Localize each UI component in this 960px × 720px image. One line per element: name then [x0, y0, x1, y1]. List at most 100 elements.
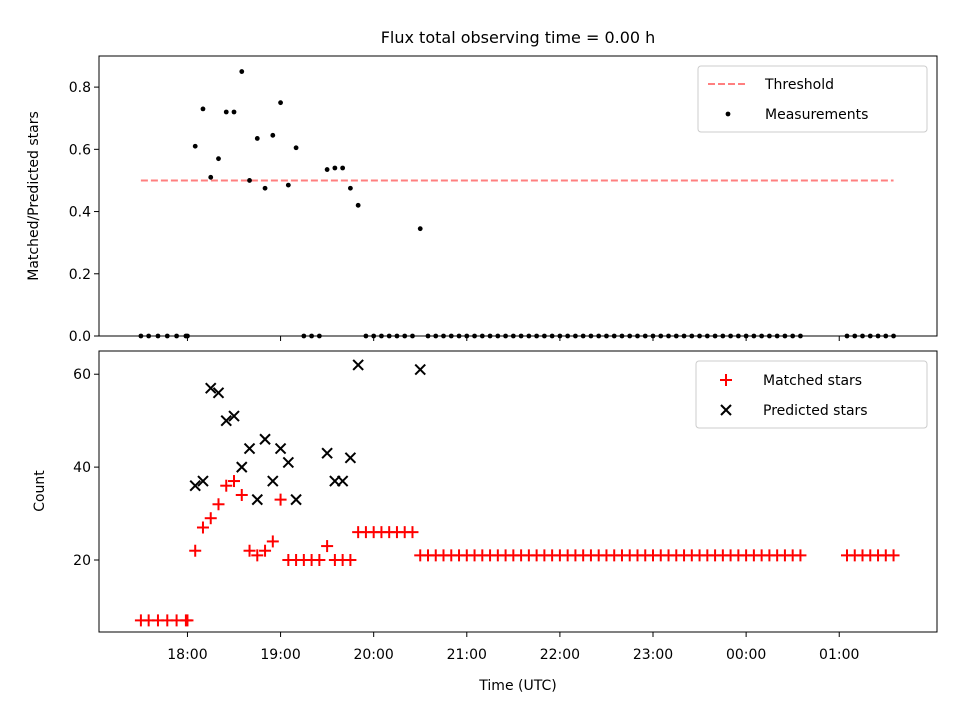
matched-point — [228, 475, 241, 488]
legend-matched-label: Matched stars — [763, 373, 862, 389]
x-tick-label: 18:00 — [167, 647, 207, 663]
predicted-point — [321, 447, 333, 459]
predicted-point — [290, 493, 302, 506]
matched-point — [196, 521, 209, 534]
x-tick-label: 20:00 — [353, 647, 393, 663]
predicted-stars-series — [189, 359, 426, 506]
matched-point — [887, 549, 900, 562]
y-tick-label: 0.4 — [69, 205, 91, 221]
matched-point — [406, 526, 419, 539]
predicted-point — [344, 452, 357, 464]
count-y-axis-label: Count — [32, 470, 48, 512]
measurement-point — [340, 165, 346, 171]
matched-point — [251, 549, 264, 562]
count-x-ticks: 18:00 19:00 20:00 21:00 22:00 23:00 00:00 01:00 — [167, 632, 859, 663]
predicted-point — [251, 493, 263, 506]
measurement-point — [223, 109, 229, 115]
matched-point — [189, 544, 202, 557]
legend-threshold-label: Threshold — [764, 77, 834, 93]
y-tick-label: 20 — [73, 553, 91, 569]
ratio-legend-box — [697, 65, 928, 133]
y-tick-label: 0.8 — [69, 80, 91, 96]
measurement-point — [417, 226, 423, 232]
legend-measurements-label: Measurements — [765, 107, 868, 123]
y-tick-label: 0.6 — [69, 142, 91, 158]
legend-predicted-swatch — [720, 404, 732, 416]
figure-title: Flux total observing time = 0.00 h — [381, 28, 656, 47]
matched-point — [243, 544, 256, 557]
x-tick-label: 19:00 — [260, 647, 300, 663]
measurement-point — [332, 165, 338, 171]
predicted-point — [189, 479, 201, 492]
predicted-point — [220, 414, 232, 427]
y-tick-label: 40 — [73, 460, 91, 476]
measurement-point — [262, 185, 268, 191]
predicted-point — [197, 475, 209, 487]
predicted-point — [336, 475, 349, 487]
predicted-point — [212, 387, 225, 399]
predicted-point — [228, 410, 240, 422]
count-legend: Matched stars Predicted stars — [695, 360, 928, 429]
measurement-point — [247, 178, 252, 183]
measurement-point — [324, 167, 330, 172]
legend-measurements-swatch — [725, 111, 731, 117]
ratio-y-ticks: 0.0 0.2 0.4 0.6 0.8 — [69, 80, 99, 345]
legend-predicted-label: Predicted stars — [763, 403, 868, 419]
ratio-y-axis-label: Matched/Predicted stars — [26, 111, 42, 281]
count-plot-area — [134, 359, 900, 627]
x-tick-label: 23:00 — [633, 647, 673, 663]
measurement-point — [270, 132, 276, 138]
matched-point — [794, 549, 807, 562]
predicted-point — [259, 433, 271, 445]
x-tick-label: 21:00 — [447, 647, 487, 663]
predicted-point — [243, 442, 256, 455]
count-axes-frame — [98, 350, 938, 633]
measurement-point — [216, 156, 221, 162]
measurement-point — [200, 106, 206, 112]
measurement-point — [293, 145, 299, 151]
predicted-point — [274, 442, 287, 455]
matched-point — [274, 493, 287, 506]
measurement-point — [278, 100, 283, 106]
measurement-point — [355, 202, 361, 208]
y-tick-label: 0.2 — [69, 267, 91, 283]
measurement-point — [208, 174, 214, 180]
matched-stars-series — [134, 475, 900, 627]
count-panel: 18:00 19:00 20:00 21:00 22:00 23:00 00:00 01:00… — [32, 350, 938, 694]
count-legend-box — [695, 360, 928, 429]
legend-matched-swatch — [720, 374, 732, 386]
predicted-point — [414, 363, 426, 376]
matched-point — [259, 544, 272, 557]
matched-point — [344, 554, 357, 567]
ratio-panel: 0.00.20.40.60.8 Matched/Predicted stars … — [26, 55, 938, 345]
predicted-point — [236, 461, 248, 473]
matched-point — [321, 540, 334, 553]
predicted-point — [352, 359, 364, 371]
y-tick-label: 60 — [73, 367, 91, 383]
measurement-point — [239, 69, 245, 74]
matched-point — [181, 614, 194, 627]
predicted-point — [205, 382, 217, 394]
measurement-point — [348, 185, 353, 191]
count-y-ticks: 20 40 60 — [73, 367, 99, 569]
matched-point — [220, 479, 233, 492]
x-axis-label: Time (UTC) — [478, 678, 556, 694]
ratio-axes-frame — [98, 55, 938, 337]
ratio-legend: Threshold Measurements — [697, 65, 928, 133]
x-tick-label: 01:00 — [819, 647, 859, 663]
measurement-point — [231, 109, 237, 115]
measurement-point — [254, 136, 260, 141]
measurement-point — [285, 182, 291, 188]
matched-point — [235, 488, 248, 501]
matched-point — [313, 554, 326, 567]
matched-point — [212, 498, 225, 511]
matched-point — [266, 535, 279, 548]
predicted-point — [282, 456, 295, 469]
measurement-point — [192, 143, 198, 149]
ratio-x-ticks — [186, 336, 840, 341]
y-tick-label: 0.0 — [69, 329, 91, 345]
matched-point — [204, 512, 217, 525]
x-tick-label: 22:00 — [540, 647, 580, 663]
x-tick-label: 00:00 — [726, 647, 766, 663]
